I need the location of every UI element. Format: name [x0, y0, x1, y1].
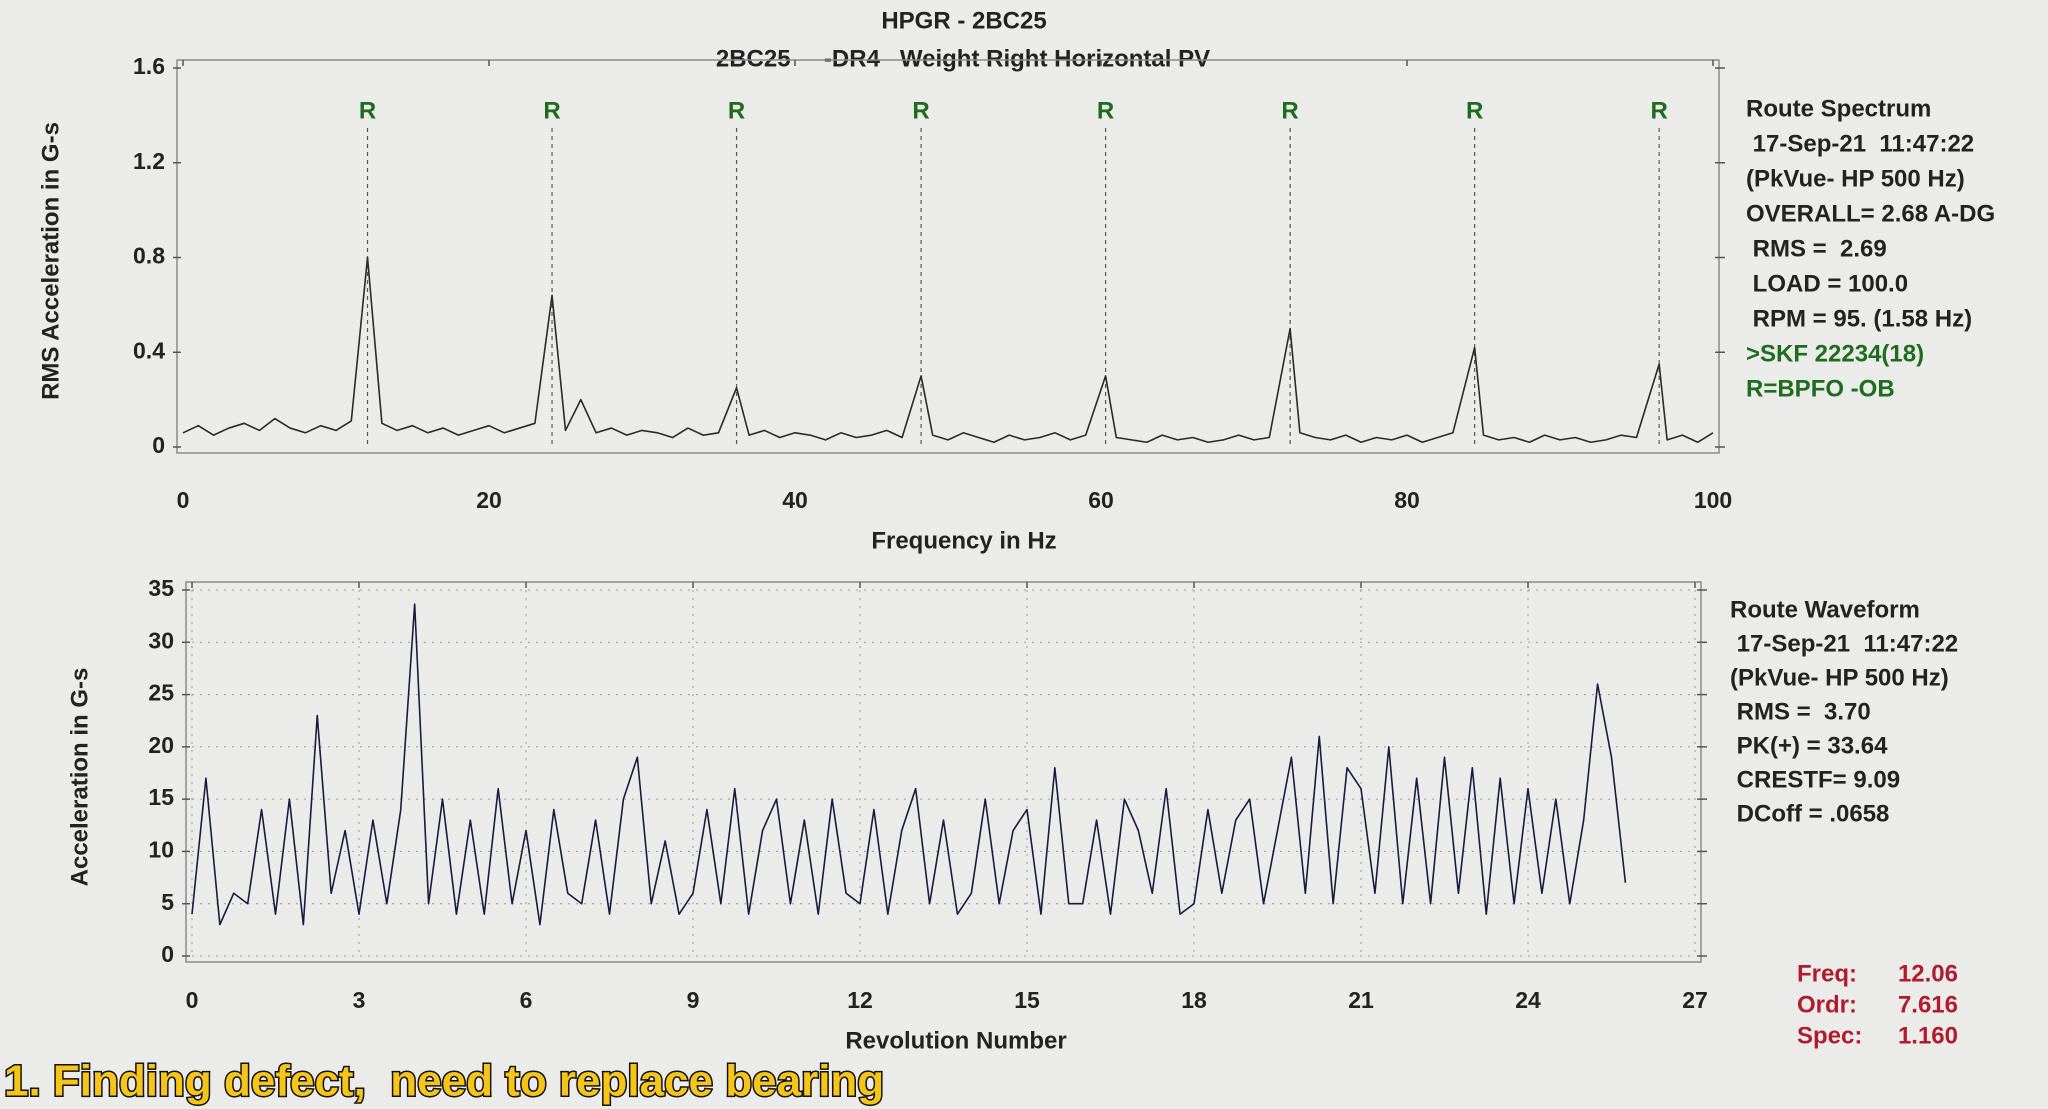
y-axis-label: Acceleration in G-s [66, 668, 93, 887]
y-tick-label: 1.2 [133, 148, 165, 174]
marker-label: R [543, 97, 560, 124]
readout-value: 1.160 [1898, 1022, 1958, 1049]
x-tick-label: 24 [1515, 987, 1541, 1013]
y-tick-label: 35 [148, 575, 174, 601]
info-line: CRESTF= 9.09 [1730, 766, 1900, 793]
info-line: (PkVue- HP 500 Hz) [1730, 664, 1949, 691]
y-tick-label: 10 [148, 837, 174, 863]
x-tick-label: 0 [177, 487, 190, 513]
y-tick-label: 0 [161, 941, 174, 967]
readout-value: 7.616 [1898, 991, 1958, 1018]
y-tick-label: 15 [148, 784, 174, 810]
y-tick-label: 25 [148, 680, 174, 706]
marker-label: R [359, 97, 376, 124]
x-tick-label: 80 [1394, 487, 1420, 513]
y-tick-label: 0.8 [133, 243, 165, 269]
info-line: (PkVue- HP 500 Hz) [1746, 165, 1965, 192]
x-tick-label: 15 [1014, 987, 1040, 1013]
info-line: 17-Sep-21 11:47:22 [1746, 130, 1974, 157]
info-line: RMS = 2.69 [1746, 235, 1887, 262]
chart-subtitle: 2BC25 -DR4 Weight Right Horizontal PV [716, 45, 1210, 72]
readout-label: Ordr: [1797, 991, 1857, 1018]
x-tick-label: 27 [1682, 987, 1708, 1013]
marker-label: R [1650, 97, 1667, 124]
x-tick-label: 100 [1694, 487, 1732, 513]
info-line: DCoff = .0658 [1730, 800, 1889, 827]
y-tick-label: 0.4 [133, 337, 165, 363]
data-line [182, 256, 1714, 444]
info-line: OVERALL= 2.68 A-DG [1746, 200, 1995, 227]
data-line [191, 603, 1627, 926]
info-line: Route Waveform [1730, 596, 1920, 623]
x-tick-label: 20 [476, 487, 502, 513]
x-tick-label: 6 [520, 987, 533, 1013]
info-line: 17-Sep-21 11:47:22 [1730, 630, 1958, 657]
info-line: RMS = 3.70 [1730, 698, 1871, 725]
info-line: Route Spectrum [1746, 95, 1931, 122]
info-line: PK(+) = 33.64 [1730, 732, 1888, 759]
plot-frame [185, 581, 1702, 963]
x-tick-label: 9 [687, 987, 700, 1013]
info-line: LOAD = 100.0 [1746, 270, 1908, 297]
x-axis-label: Revolution Number [845, 1027, 1066, 1054]
info-line: >SKF 22234(18) [1746, 340, 1924, 367]
readout-label: Spec: [1797, 1022, 1862, 1049]
x-tick-label: 60 [1088, 487, 1114, 513]
y-tick-label: 20 [148, 732, 174, 758]
x-tick-label: 12 [847, 987, 873, 1013]
y-tick-label: 1.6 [133, 53, 165, 79]
x-axis-label: Frequency in Hz [871, 527, 1056, 554]
readout-value: 12.06 [1898, 960, 1958, 987]
y-tick-label: 0 [152, 432, 165, 458]
info-line: R=BPFO -OB [1746, 375, 1895, 402]
plot-frame [176, 59, 1720, 454]
x-tick-label: 18 [1181, 987, 1207, 1013]
marker-label: R [912, 97, 929, 124]
y-tick-label: 5 [161, 889, 174, 915]
marker-label: R [1466, 97, 1483, 124]
marker-label: R [1097, 97, 1114, 124]
y-tick-label: 30 [148, 627, 174, 653]
readout-label: Freq: [1797, 960, 1857, 987]
caption: 1. Finding defect, need to replace beari… [4, 1057, 884, 1106]
y-axis-label: RMS Acceleration in G-s [37, 122, 64, 400]
x-tick-label: 40 [782, 487, 808, 513]
x-tick-label: 21 [1348, 987, 1374, 1013]
x-tick-label: 0 [186, 987, 199, 1013]
chart-title: HPGR - 2BC25 [881, 7, 1046, 34]
marker-label: R [728, 97, 745, 124]
marker-label: R [1281, 97, 1298, 124]
x-tick-label: 3 [353, 987, 366, 1013]
info-line: RPM = 95. (1.58 Hz) [1746, 305, 1972, 332]
